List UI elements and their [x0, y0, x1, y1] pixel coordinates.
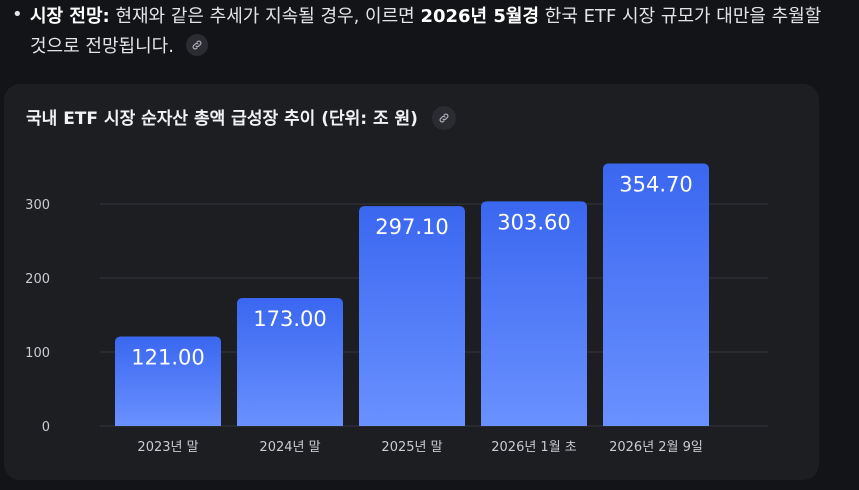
chart-title: 국내 ETF 시장 순자산 총액 급성장 추이 (단위: 조 원)	[26, 104, 456, 131]
bars: 121.00 173.00 297.10 303.60 354.70	[115, 163, 709, 426]
chart-card: 국내 ETF 시장 순자산 총액 급성장 추이 (단위: 조 원) 0 100 20…	[4, 84, 819, 480]
y-tick-label: 0	[42, 420, 50, 435]
bar-value-label: 173.00	[253, 307, 326, 331]
x-axis: 2023년 말 2024년 말 2025년 말 2026년 1월 초 2026년 2월 …	[137, 440, 702, 455]
bullet-label: 시장 전망:	[30, 6, 110, 27]
bullet-text-b: 한국 ETF 시장 규모가 대만을 추월할 것으로 전망됩니다.	[30, 6, 822, 57]
bar[interactable]	[237, 297, 343, 426]
bar-value-label: 303.60	[497, 210, 570, 234]
x-tick-label: 2025년 말	[381, 440, 442, 455]
y-tick-label: 300	[25, 198, 50, 213]
bullet-text-a: 현재와 같은 추세가 지속될 경우, 이르면	[109, 6, 421, 27]
y-tick-label: 100	[25, 346, 50, 361]
x-tick-label: 2023년 말	[137, 440, 198, 455]
bar-value-label: 354.70	[619, 173, 692, 197]
link-icon[interactable]	[431, 106, 456, 130]
bar[interactable]	[359, 206, 465, 426]
bar[interactable]	[481, 201, 587, 426]
bar-chart: 0 100 200 300 121.00 173.00 297.10 303.60 354.7…	[25, 163, 768, 455]
link-icon[interactable]	[185, 34, 208, 56]
x-tick-label: 2024년 말	[259, 440, 320, 455]
bullet-paragraph: • 시장 전망: 현재와 같은 추세가 지속될 경우, 이르면 2026년 5월…	[8, 0, 838, 62]
bullet-text: 시장 전망: 현재와 같은 추세가 지속될 경우, 이르면 2026년 5월경 …	[30, 0, 838, 62]
y-axis: 0 100 200 300	[25, 198, 50, 435]
bar-value-label: 297.10	[375, 215, 448, 239]
chart-title-text: 국내 ETF 시장 순자산 총액 급성장 추이 (단위: 조 원)	[26, 109, 418, 129]
x-tick-label: 2026년 1월 초	[491, 440, 577, 455]
y-tick-label: 200	[25, 272, 50, 287]
x-tick-label: 2026년 2월 9일	[609, 440, 703, 455]
bar[interactable]	[603, 163, 709, 426]
bar[interactable]	[115, 336, 221, 426]
bullet-highlight: 2026년 5월경	[420, 6, 540, 27]
bar-value-label: 121.00	[131, 345, 204, 369]
bullet-dot: •	[12, 4, 23, 25]
